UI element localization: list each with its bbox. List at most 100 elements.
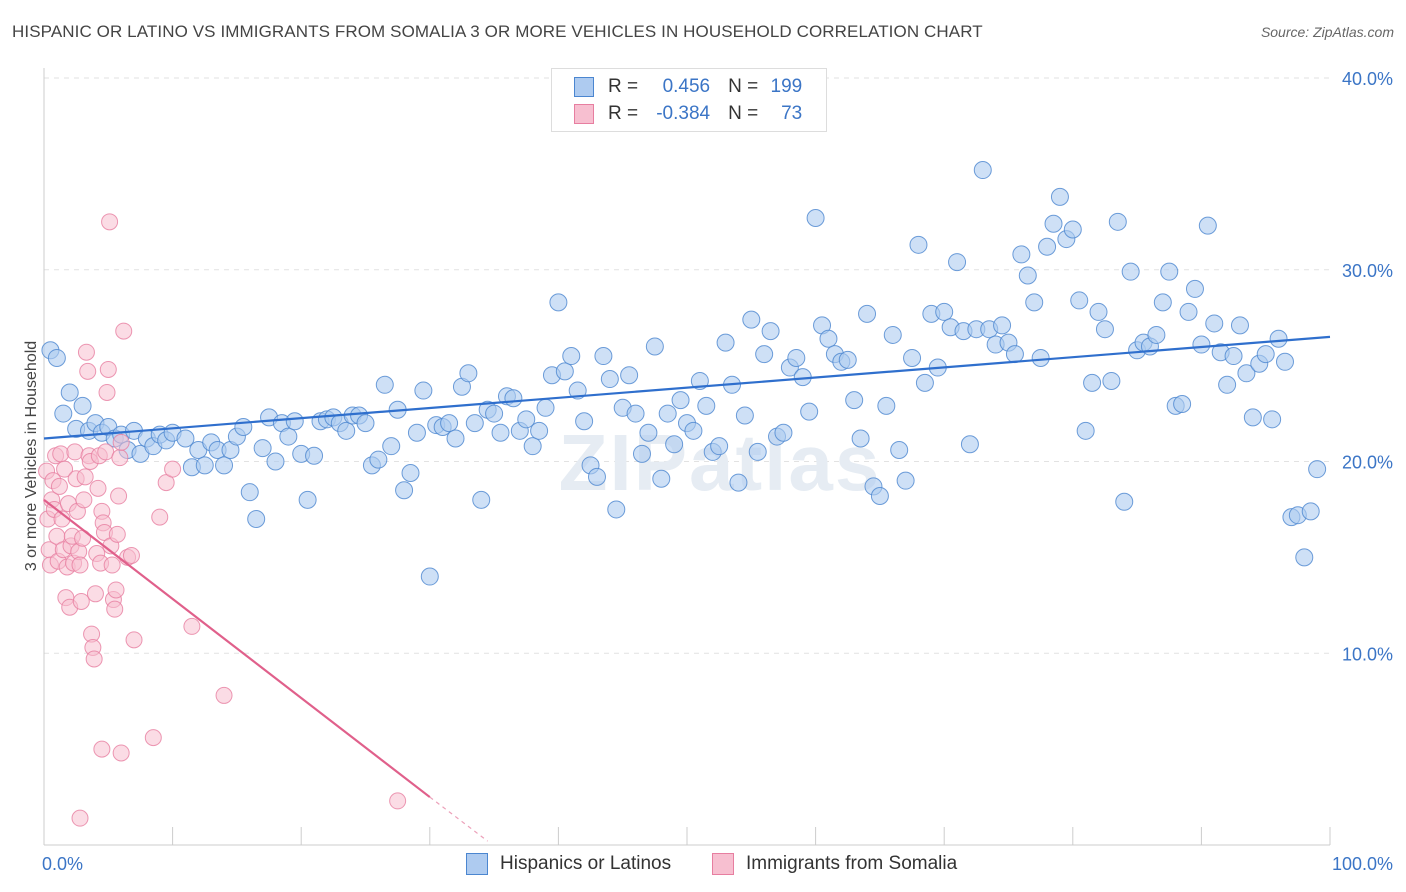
data-point-somalia (71, 556, 89, 574)
data-point-hispanics (761, 322, 780, 341)
bottom-legend-label: Immigrants from Somalia (746, 853, 958, 874)
data-point-hispanics (465, 414, 484, 433)
data-point-hispanics (1102, 371, 1121, 390)
data-point-hispanics (247, 510, 266, 529)
data-point-hispanics (1115, 492, 1134, 511)
data-point-hispanics (697, 396, 716, 415)
data-point-hispanics (1005, 345, 1024, 364)
data-point-hispanics (1038, 237, 1057, 256)
data-point-somalia (86, 585, 104, 603)
data-point-hispanics (1263, 410, 1282, 429)
series-somalia-points (38, 213, 407, 827)
data-point-hispanics (948, 253, 967, 272)
data-point-hispanics (337, 421, 356, 440)
data-point-hispanics (915, 373, 934, 392)
data-point-hispanics (240, 483, 259, 502)
data-point-hispanics (1083, 373, 1102, 392)
data-point-hispanics (568, 381, 587, 400)
data-point-somalia (98, 383, 116, 401)
data-point-hispanics (285, 412, 304, 431)
data-point-hispanics (395, 481, 414, 500)
data-point-hispanics (607, 500, 626, 519)
series-hispanics-points (41, 161, 1327, 586)
data-point-hispanics (47, 348, 66, 367)
data-point-hispanics (870, 487, 889, 506)
data-point-somalia (106, 600, 124, 618)
y-axis-label: 3 or more Vehicles in Household (23, 341, 40, 571)
legend-r-value: 0.456 (662, 76, 711, 97)
data-point-somalia (164, 460, 182, 478)
data-point-somalia (110, 487, 128, 505)
legend-swatch-blue (574, 77, 594, 97)
data-point-hispanics (690, 371, 709, 390)
data-point-hispanics (523, 437, 542, 456)
legend-swatch-pink (574, 104, 594, 124)
data-point-hispanics (375, 375, 394, 394)
data-point-hispanics (671, 391, 690, 410)
data-point-hispanics (883, 325, 902, 344)
data-point-somalia (52, 445, 70, 463)
data-point-hispanics (1147, 325, 1166, 344)
data-point-hispanics (774, 423, 793, 442)
data-point-hispanics (620, 366, 639, 385)
data-point-hispanics (838, 350, 857, 369)
bottom-legend-hispanics: Hispanics or Latinos (466, 851, 671, 877)
data-point-hispanics (748, 442, 767, 461)
data-point-hispanics (459, 364, 478, 383)
data-point-hispanics (652, 469, 671, 488)
data-point-hispanics (845, 391, 864, 410)
data-point-hispanics (1256, 345, 1275, 364)
bottom-legend-label: Hispanics or Latinos (500, 853, 672, 874)
data-point-hispanics (504, 389, 523, 408)
data-point-hispanics (562, 347, 581, 366)
y-tick-label: 10.0% (1342, 644, 1393, 664)
data-point-somalia (85, 650, 103, 668)
tick-labels: 10.0% 20.0% 30.0% 40.0% 0.0% 100.0% (42, 69, 1393, 874)
data-point-hispanics (1025, 293, 1044, 312)
data-point-somalia (122, 546, 140, 564)
data-point-somalia (389, 792, 407, 810)
data-point-hispanics (594, 347, 613, 366)
y-tick-label: 20.0% (1342, 453, 1393, 473)
legend-row-hispanics: R = 0.456 N = 199 (574, 74, 802, 100)
data-point-hispanics (1224, 347, 1243, 366)
data-point-hispanics (632, 444, 651, 463)
data-point-somalia (77, 343, 95, 361)
data-point-somalia (111, 449, 129, 467)
data-point-hispanics (903, 348, 922, 367)
data-point-hispanics (960, 435, 979, 454)
data-point-hispanics (407, 423, 426, 442)
data-point-hispanics (890, 440, 909, 459)
data-point-hispanics (491, 423, 510, 442)
data-point-somalia (50, 477, 68, 495)
data-point-hispanics (639, 423, 658, 442)
data-point-hispanics (575, 412, 594, 431)
correlation-legend: R = 0.456 N = 199 R = -0.384 N = 73 (551, 68, 827, 132)
data-point-hispanics (1205, 314, 1224, 333)
data-point-somalia (71, 809, 89, 827)
data-point-hispanics (665, 435, 684, 454)
watermark: ZIPatlas (559, 418, 882, 507)
data-point-hispanics (658, 404, 677, 423)
data-point-hispanics (266, 452, 285, 471)
data-point-somalia (75, 491, 93, 509)
data-point-somalia (89, 479, 107, 497)
data-point-somalia (56, 460, 74, 478)
data-point-hispanics (1192, 335, 1211, 354)
bottom-legend-swatch-blue (466, 853, 488, 875)
data-point-hispanics (234, 417, 253, 436)
data-point-hispanics (851, 429, 870, 448)
data-point-somalia (97, 443, 115, 461)
data-point-hispanics (176, 429, 195, 448)
data-point-hispanics (1179, 302, 1198, 321)
data-point-hispanics (806, 208, 825, 227)
axis-layer (43, 68, 1331, 846)
data-point-hispanics (1275, 352, 1294, 371)
data-point-hispanics (1153, 293, 1172, 312)
data-point-hispanics (1185, 279, 1204, 298)
data-point-hispanics (755, 345, 774, 364)
data-point-hispanics (1230, 316, 1249, 335)
trend-line-somalia (43, 498, 431, 798)
data-point-somalia (108, 525, 126, 543)
